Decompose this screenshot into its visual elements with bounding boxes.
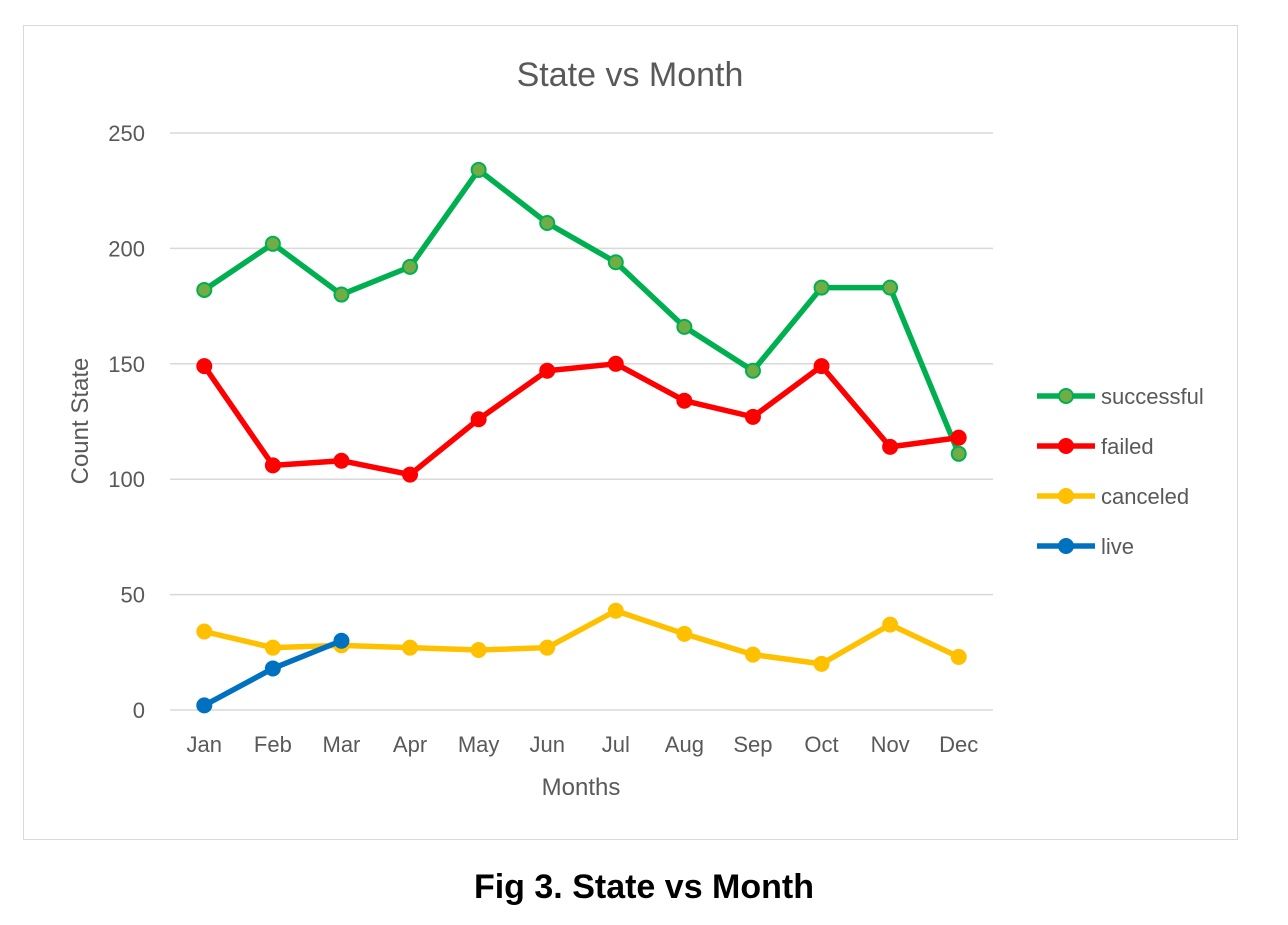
data-point-failed (813, 358, 830, 375)
x-tick-label: Mar (323, 732, 361, 757)
y-tick-label: 50 (121, 583, 145, 608)
data-point-live (264, 660, 281, 677)
gridlines (170, 132, 993, 711)
series-line-canceled (201, 608, 962, 667)
data-point-successful (539, 215, 556, 232)
data-point-failed (882, 438, 899, 455)
data-point-live (333, 632, 350, 649)
data-point-failed (676, 392, 693, 409)
y-tick-label: 0 (133, 698, 145, 723)
y-axis-title: Count State (67, 358, 94, 485)
x-tick-label: Jul (602, 732, 630, 757)
x-tick-label: Jan (187, 732, 222, 757)
data-point-successful (470, 161, 487, 178)
legend-marker-failed (1058, 438, 1074, 454)
chart-frame (23, 25, 1238, 840)
data-point-canceled (813, 655, 830, 672)
x-tick-label: Jun (529, 732, 564, 757)
data-point-failed (744, 408, 761, 425)
data-point-canceled (607, 602, 624, 619)
legend-item-successful: successful (1037, 384, 1204, 409)
data-point-canceled (539, 639, 556, 656)
legend-marker-live (1058, 538, 1074, 554)
chart-title: State vs Month (517, 56, 744, 94)
legend-item-canceled: canceled (1037, 484, 1189, 509)
y-tick-labels: 0 50 100 150 200 250 (108, 121, 145, 723)
x-tick-labels: Jan Feb Mar Apr May Jun Jul Aug Sep Oct Nov Dec (187, 732, 979, 757)
data-point-failed (264, 457, 281, 474)
data-point-successful (744, 362, 761, 379)
data-point-successful (950, 445, 967, 462)
data-point-successful (607, 254, 624, 271)
data-point-failed (607, 355, 624, 372)
legend-item-failed: failed (1037, 434, 1154, 459)
series-successful (196, 161, 967, 462)
data-point-canceled (744, 646, 761, 663)
y-tick-label: 150 (108, 352, 145, 377)
legend-label: canceled (1101, 484, 1189, 509)
series-failed (196, 355, 967, 483)
data-point-successful (196, 281, 213, 298)
data-point-failed (950, 429, 967, 446)
data-point-canceled (402, 639, 419, 656)
data-point-canceled (676, 625, 693, 642)
data-point-successful (813, 279, 830, 296)
y-tick-label: 200 (108, 236, 145, 261)
x-tick-label: Nov (871, 732, 910, 757)
x-tick-label: Dec (939, 732, 978, 757)
figure-caption: Fig 3. State vs Month (473, 868, 815, 906)
data-point-canceled (264, 639, 281, 656)
x-tick-label: Sep (733, 732, 772, 757)
legend-label: failed (1101, 434, 1154, 459)
legend-marker-canceled (1058, 488, 1074, 504)
x-tick-label: Oct (804, 732, 838, 757)
x-tick-label: Feb (254, 732, 292, 757)
series-lines (196, 161, 967, 714)
series-canceled (196, 602, 967, 672)
data-point-failed (333, 452, 350, 469)
legend-label: successful (1101, 384, 1204, 409)
legend-item-live: live (1037, 534, 1134, 559)
data-point-canceled (470, 641, 487, 658)
series-line-successful (201, 167, 962, 457)
data-point-live (196, 697, 213, 714)
x-tick-label: May (458, 732, 500, 757)
x-tick-label: Apr (393, 732, 427, 757)
data-point-successful (402, 258, 419, 275)
series-line-failed (201, 361, 962, 478)
data-point-canceled (882, 616, 899, 633)
data-point-successful (676, 318, 693, 335)
series-live (196, 632, 350, 714)
data-point-failed (470, 411, 487, 428)
data-point-canceled (950, 648, 967, 665)
x-axis-title: Months (542, 774, 621, 801)
legend-marker-successful (1058, 388, 1074, 404)
data-point-successful (264, 235, 281, 252)
data-point-failed (196, 358, 213, 375)
data-point-failed (539, 362, 556, 379)
x-tick-label: Aug (665, 732, 704, 757)
legend-label: live (1101, 534, 1134, 559)
data-point-canceled (196, 623, 213, 640)
y-tick-label: 250 (108, 121, 145, 146)
data-point-successful (333, 286, 350, 303)
data-point-failed (402, 466, 419, 483)
y-tick-label: 100 (108, 467, 145, 492)
data-point-successful (882, 279, 899, 296)
legend: successful failed canceled live (1037, 384, 1204, 559)
